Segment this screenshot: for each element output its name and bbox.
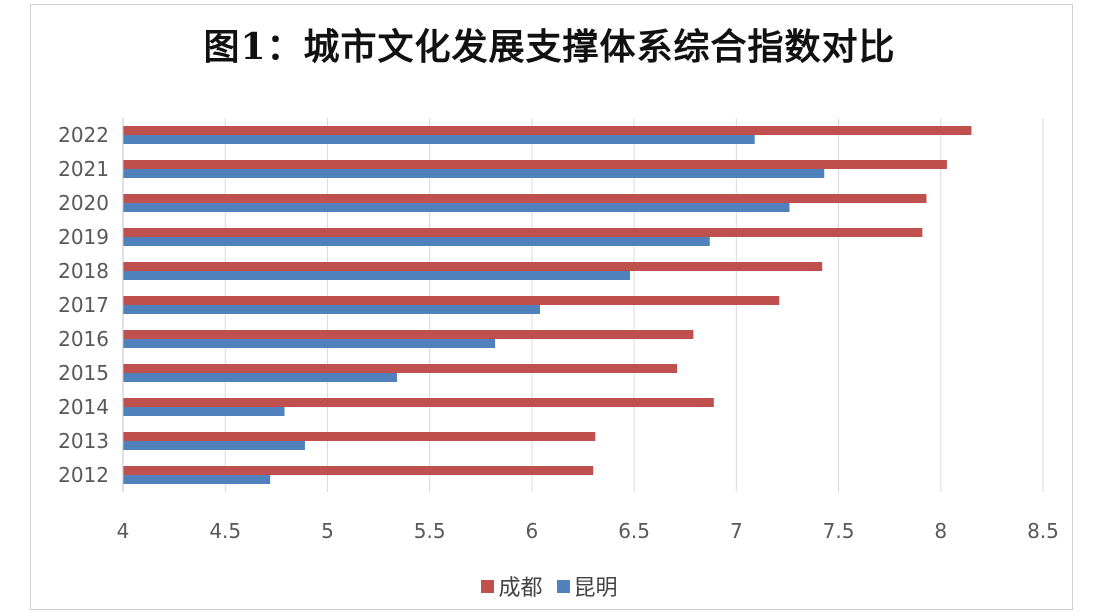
- legend-item-chengdu: 成都: [481, 570, 543, 602]
- bar-chengdu-2014: [123, 398, 714, 407]
- y-tick-label: 2016: [58, 327, 109, 351]
- bar-chengdu-2019: [123, 228, 923, 237]
- bar-chengdu-2012: [123, 466, 594, 475]
- x-tick-label: 6.5: [618, 519, 650, 543]
- bar-kunming-2015: [123, 373, 397, 382]
- y-tick-label: 2013: [58, 429, 109, 453]
- bar-kunming-2021: [123, 169, 825, 178]
- bar-chengdu-2017: [123, 296, 780, 305]
- bar-kunming-2022: [123, 135, 755, 144]
- bar-kunming-2017: [123, 305, 541, 314]
- bar-chengdu-2018: [123, 262, 823, 271]
- y-tick-label: 2019: [58, 225, 109, 249]
- x-tick-label: 5.5: [414, 519, 446, 543]
- y-tick-label: 2018: [58, 259, 109, 283]
- y-tick-label: 2022: [58, 123, 109, 147]
- bar-kunming-2014: [123, 407, 285, 416]
- x-tick-label: 7: [730, 519, 743, 543]
- legend-item-kunming: 昆明: [556, 570, 618, 602]
- bar-kunming-2018: [123, 271, 631, 280]
- bar-kunming-2016: [123, 339, 496, 348]
- legend-swatch-chengdu: [481, 579, 495, 593]
- y-tick-label: 2017: [58, 293, 109, 317]
- x-tick-label: 7.5: [823, 519, 855, 543]
- y-tick-label: 2020: [58, 191, 109, 215]
- bar-kunming-2020: [123, 203, 790, 212]
- x-tick-label: 6: [526, 519, 539, 543]
- bar-chengdu-2021: [123, 160, 947, 169]
- x-tick-label: 5: [321, 519, 334, 543]
- bar-kunming-2012: [123, 475, 271, 484]
- y-tick-label: 2014: [58, 395, 109, 419]
- y-tick-label: 2021: [58, 157, 109, 181]
- legend-label-kunming: 昆明: [573, 576, 618, 601]
- bar-chengdu-2015: [123, 364, 678, 373]
- x-tick-label: 4.5: [209, 519, 241, 543]
- x-tick-label: 8: [934, 519, 947, 543]
- x-tick-label: 4: [117, 519, 130, 543]
- bar-kunming-2019: [123, 237, 710, 246]
- legend-swatch-kunming: [556, 579, 570, 593]
- bar-chengdu-2022: [123, 126, 972, 135]
- y-tick-label: 2015: [58, 361, 109, 385]
- chart-title: 图1：城市文化发展支撑体系综合指数对比: [203, 26, 896, 68]
- bar-chengdu-2016: [123, 330, 694, 339]
- y-tick-label: 2012: [58, 463, 109, 487]
- x-tick-label: 8.5: [1027, 519, 1059, 543]
- bar-kunming-2013: [123, 441, 305, 450]
- legend-label-chengdu: 成都: [498, 576, 543, 601]
- bar-chengdu-2013: [123, 432, 596, 441]
- chart-legend: 成都 昆明: [0, 570, 1099, 602]
- bar-chengdu-2020: [123, 194, 927, 203]
